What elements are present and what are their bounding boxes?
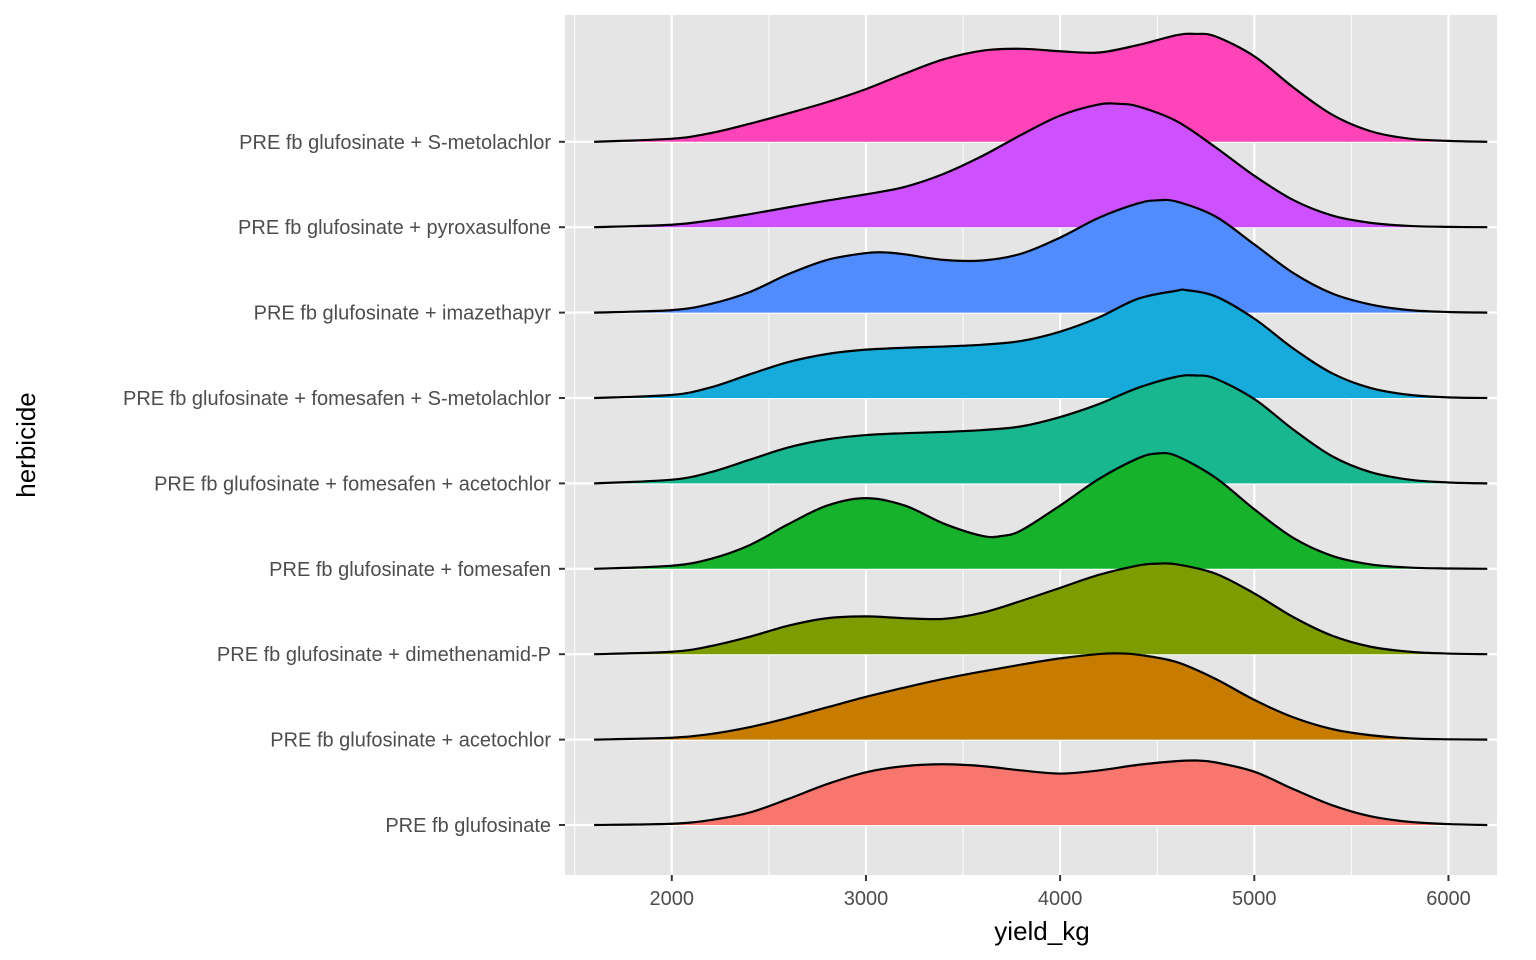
ridge-4 <box>594 374 1488 485</box>
y-tick-label-5: PRE fb glufosinate + fomesafen + S-metol… <box>123 388 551 410</box>
ridge-8 <box>594 32 1488 143</box>
ridge-1-fill <box>594 653 1488 740</box>
x-tick-label-1: 3000 <box>844 888 889 910</box>
x-axis: 2000 3000 4000 5000 6000 <box>650 875 1471 910</box>
ridge-8-fill <box>594 33 1488 142</box>
y-tick-label-1: PRE fb glufosinate + acetochlor <box>270 730 551 752</box>
ridge-6-outline <box>594 198 1488 314</box>
x-axis-title: yield_kg <box>994 916 1089 946</box>
y-axis-title: herbicide <box>11 392 41 498</box>
y-tick-label-0: PRE fb glufosinate <box>385 815 551 837</box>
x-tick-label-3: 5000 <box>1232 888 1277 910</box>
ridge-6 <box>594 198 1488 314</box>
ridge-4-fill <box>594 375 1488 484</box>
y-tick-label-8: PRE fb glufosinate + S-metolachlor <box>239 132 551 154</box>
y-tick-label-3: PRE fb glufosinate + fomesafen <box>269 559 551 581</box>
ridge-4-outline <box>594 374 1488 485</box>
ridge-1 <box>594 652 1488 741</box>
x-tick-label-2: 4000 <box>1038 888 1083 910</box>
ridge-2-outline <box>594 562 1488 656</box>
y-tick-label-7: PRE fb glufosinate + pyroxasulfone <box>238 217 551 239</box>
x-tick-label-0: 2000 <box>650 888 695 910</box>
ridge-2-fill <box>594 563 1488 655</box>
ridge-7-outline <box>594 102 1488 229</box>
ridges <box>594 32 1488 827</box>
x-tick-label-4: 6000 <box>1426 888 1471 910</box>
ridge-5-outline <box>594 288 1488 400</box>
y-tick-label-4: PRE fb glufosinate + fomesafen + acetoch… <box>154 473 551 495</box>
ridge-7 <box>594 102 1488 229</box>
ridge-5 <box>594 288 1488 400</box>
ridge-0 <box>594 759 1488 827</box>
ridge-3-outline <box>594 451 1488 570</box>
ridge-3 <box>594 451 1488 570</box>
y-axis: PRE fb glufosinate PRE fb glufosinate + a… <box>123 132 565 837</box>
ridge-6-fill <box>594 199 1488 313</box>
y-tick-label-6: PRE fb glufosinate + imazethapyr <box>254 303 552 325</box>
ridge-8-outline <box>594 32 1488 143</box>
y-tick-label-2: PRE fb glufosinate + dimethenamid-P <box>217 644 551 666</box>
ridge-0-outline <box>594 759 1488 827</box>
ridge-2 <box>594 562 1488 656</box>
ridge-1-outline <box>594 652 1488 741</box>
ridge-3-fill <box>594 453 1488 569</box>
ridge-7-fill <box>594 103 1488 228</box>
ridge-5-fill <box>594 289 1488 398</box>
